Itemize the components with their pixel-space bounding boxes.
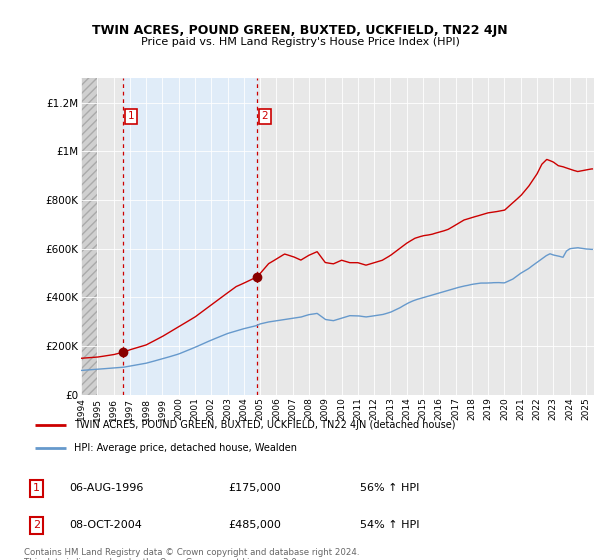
Text: 08-OCT-2004: 08-OCT-2004 <box>69 520 142 530</box>
Text: TWIN ACRES, POUND GREEN, BUXTED, UCKFIELD, TN22 4JN: TWIN ACRES, POUND GREEN, BUXTED, UCKFIEL… <box>92 24 508 36</box>
Text: TWIN ACRES, POUND GREEN, BUXTED, UCKFIELD, TN22 4JN (detached house): TWIN ACRES, POUND GREEN, BUXTED, UCKFIEL… <box>74 420 456 430</box>
Bar <box>81 78 97 395</box>
Text: 1: 1 <box>128 111 134 122</box>
Text: 2: 2 <box>33 520 40 530</box>
Bar <box>123 78 257 395</box>
Text: Contains HM Land Registry data © Crown copyright and database right 2024.
This d: Contains HM Land Registry data © Crown c… <box>24 548 359 560</box>
Text: £485,000: £485,000 <box>228 520 281 530</box>
Text: 54% ↑ HPI: 54% ↑ HPI <box>360 520 419 530</box>
Text: HPI: Average price, detached house, Wealden: HPI: Average price, detached house, Weal… <box>74 443 297 453</box>
Text: £175,000: £175,000 <box>228 483 281 493</box>
Text: 56% ↑ HPI: 56% ↑ HPI <box>360 483 419 493</box>
Bar <box>81 78 97 395</box>
Text: Price paid vs. HM Land Registry's House Price Index (HPI): Price paid vs. HM Land Registry's House … <box>140 37 460 47</box>
Text: 1: 1 <box>33 483 40 493</box>
Text: 2: 2 <box>262 111 268 122</box>
Text: 06-AUG-1996: 06-AUG-1996 <box>69 483 143 493</box>
